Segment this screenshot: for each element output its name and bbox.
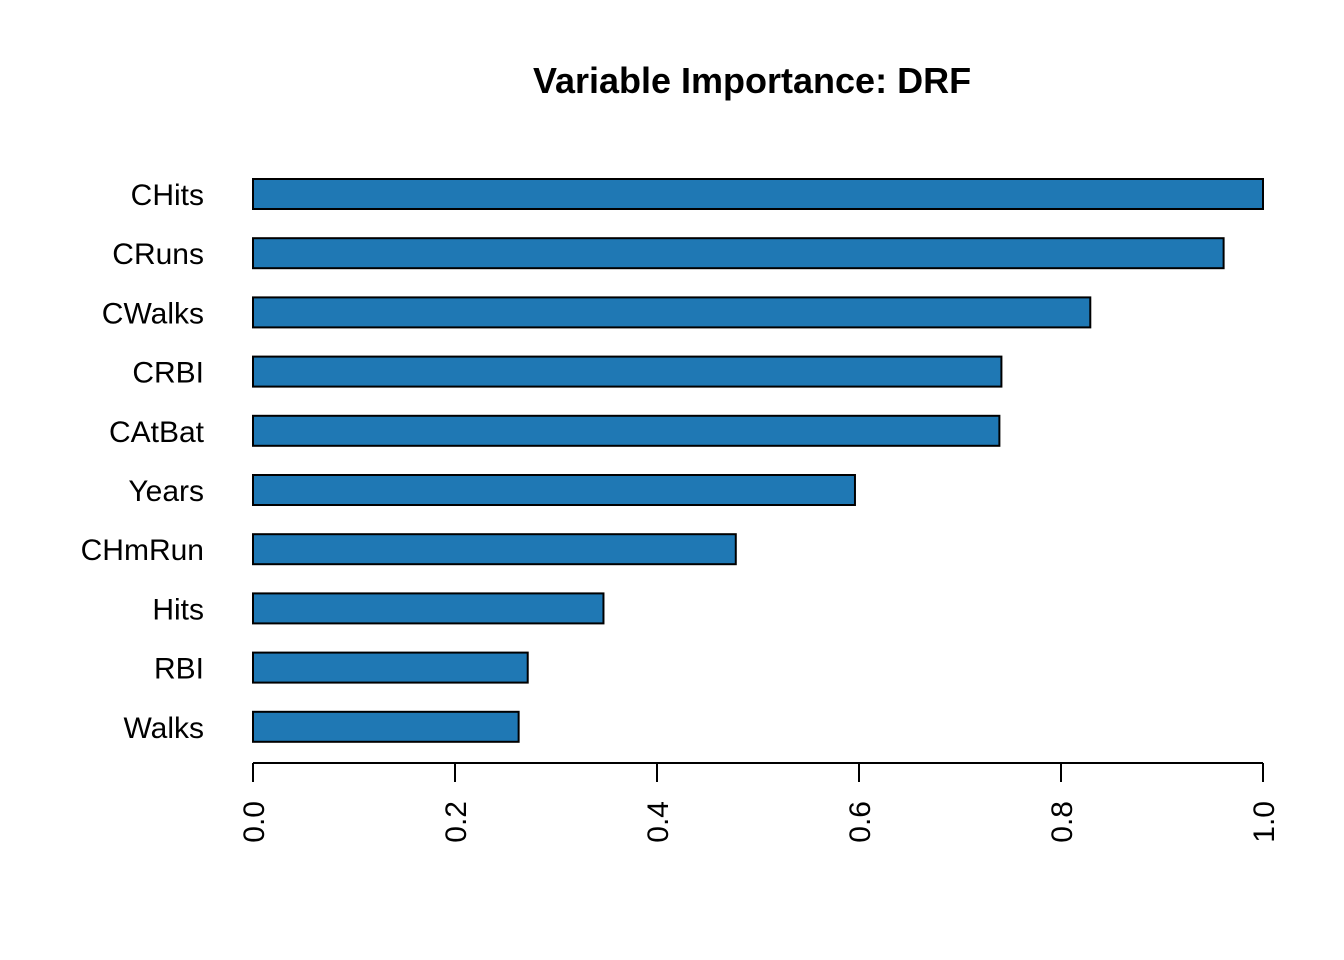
x-tick-label: 0.0 — [238, 801, 271, 843]
category-label: Hits — [152, 593, 204, 626]
bar-chits — [252, 178, 1264, 210]
category-label: Years — [128, 475, 204, 508]
x-tick-label: 1.0 — [1248, 801, 1281, 843]
x-tick-label: 0.6 — [844, 801, 877, 843]
x-axis: 0.0 0.2 0.4 0.6 0.8 1.0 — [238, 762, 1281, 843]
category-label: CAtBat — [109, 416, 205, 449]
category-label: CRuns — [112, 238, 204, 271]
bar-walks — [252, 710, 520, 743]
category-label: RBI — [154, 653, 204, 686]
category-label: CHmRun — [81, 534, 204, 567]
bar-rbi — [252, 651, 529, 684]
x-tick-label: 0.8 — [1046, 801, 1079, 843]
category-label: CHits — [131, 179, 204, 212]
category-label: CWalks — [102, 297, 204, 330]
bar-cwalks — [252, 296, 1092, 329]
category-label: Walks — [123, 712, 204, 745]
chart-title: Variable Importance: DRF — [533, 60, 971, 101]
bar-cruns — [252, 237, 1225, 270]
category-label: CRBI — [132, 357, 204, 390]
x-tick-label: 0.4 — [642, 801, 675, 843]
bar-chmrun — [252, 533, 737, 566]
bar-catbat — [252, 414, 1001, 447]
bars — [252, 178, 1264, 743]
bar-hits — [252, 592, 605, 625]
category-labels: CHits CRuns CWalks CRBI CAtBat Years CHmRun Hit… — [81, 179, 205, 745]
bar-crbi — [252, 355, 1003, 388]
bar-years — [252, 474, 856, 506]
x-tick-label: 0.2 — [440, 801, 473, 843]
